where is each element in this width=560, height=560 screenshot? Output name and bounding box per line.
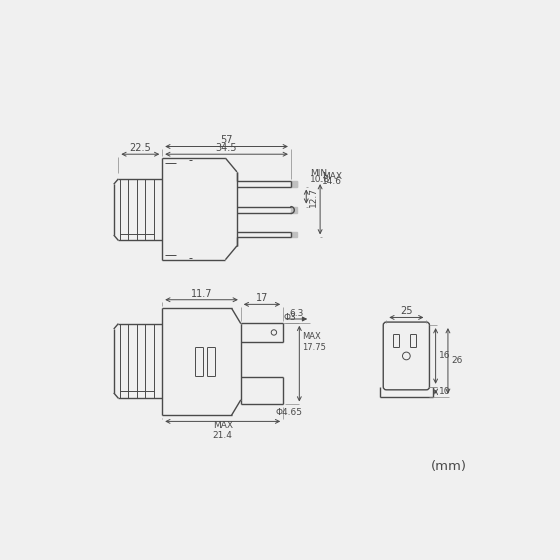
Polygon shape [291,232,297,237]
Text: (mm): (mm) [431,460,466,473]
Text: MIN: MIN [310,169,327,178]
Text: MAX: MAX [321,172,342,181]
Text: MAX
17.75: MAX 17.75 [302,333,325,352]
Text: Φ3: Φ3 [283,313,296,322]
Polygon shape [291,207,297,213]
Text: 26: 26 [451,357,463,366]
Text: 17: 17 [256,293,268,303]
Text: 10: 10 [438,388,450,396]
Polygon shape [291,181,297,186]
Text: 6.3: 6.3 [290,309,304,318]
Text: 22.5: 22.5 [129,143,151,153]
Text: MAX
21.4: MAX 21.4 [213,421,233,440]
Text: 16: 16 [438,352,450,361]
Text: 25: 25 [400,306,413,316]
Text: Φ4.65: Φ4.65 [276,408,302,417]
Text: 34.5: 34.5 [216,143,237,153]
Text: 57: 57 [220,136,233,146]
Text: 12.7: 12.7 [309,186,318,207]
Text: 10.8: 10.8 [310,175,330,184]
Text: 14.6: 14.6 [321,178,342,186]
Text: 11.7: 11.7 [191,288,212,298]
